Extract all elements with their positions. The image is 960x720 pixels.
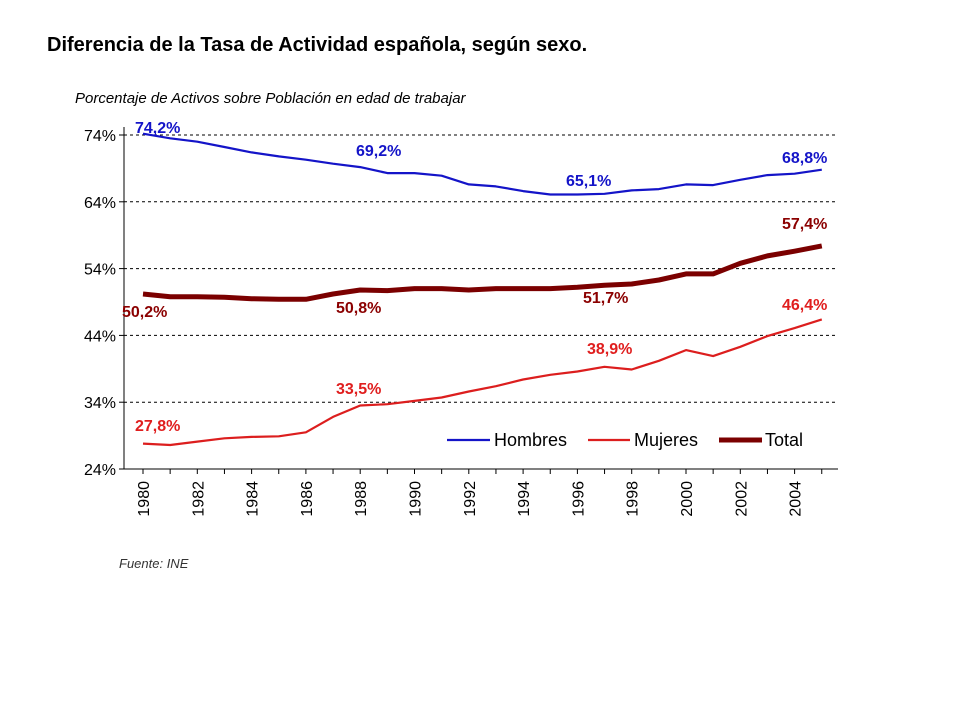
x-tick-label: 1984 — [245, 481, 262, 517]
x-tick-label: 1992 — [462, 481, 479, 517]
x-tick-label: 2000 — [679, 481, 696, 517]
y-tick-label: 44% — [84, 328, 116, 345]
data-label-total: 57,4% — [782, 216, 827, 233]
data-label-total: 50,8% — [336, 300, 381, 317]
series-line-mujeres — [142, 318, 823, 447]
chart-subtitle: Porcentaje de Activos sobre Población en… — [75, 90, 467, 107]
y-tick-label: 54% — [84, 262, 116, 279]
data-label-mujeres: 38,9% — [587, 341, 632, 358]
data-label-mujeres: 33,5% — [336, 381, 381, 398]
data-label-total: 50,2% — [122, 304, 167, 321]
data-label-hombres: 69,2% — [356, 143, 401, 160]
data-label-mujeres: 27,8% — [135, 418, 180, 435]
page-title: Diferencia de la Tasa de Actividad españ… — [47, 34, 588, 56]
legend-label-mujeres: Mujeres — [634, 430, 698, 450]
data-label-mujeres: 46,4% — [782, 297, 827, 314]
y-tick-label: 34% — [84, 395, 116, 412]
x-tick-label: 1998 — [625, 481, 642, 517]
x-tick-label: 1982 — [190, 481, 207, 517]
x-tick-label: 1996 — [570, 481, 587, 517]
x-tick-label: 1990 — [408, 481, 425, 517]
x-tick-label: 2004 — [788, 481, 805, 517]
y-tick-label: 24% — [84, 462, 116, 479]
data-label-hombres: 68,8% — [782, 150, 827, 167]
y-tick-label: 64% — [84, 195, 116, 212]
x-tick-label: 1986 — [299, 481, 316, 517]
source-note: Fuente: INE — [119, 556, 189, 571]
x-tick-label: 1988 — [353, 481, 370, 517]
legend-label-total: Total — [765, 430, 803, 450]
y-tick-label: 74% — [84, 128, 116, 145]
axes: 24% 34% 44% 54% 64% 74% 1980 1982 1984 1986 1988 19… — [84, 127, 838, 517]
legend-label-hombres: Hombres — [494, 430, 567, 450]
series-line-hombres — [142, 132, 822, 196]
data-label-total: 51,7% — [583, 290, 628, 307]
x-tick-label: 2002 — [733, 481, 750, 517]
data-label-hombres: 65,1% — [566, 173, 611, 190]
gridlines — [124, 134, 838, 403]
data-label-hombres: 74,2% — [135, 120, 180, 137]
x-tick-label: 1980 — [136, 481, 153, 517]
legend: Hombres Mujeres Total — [447, 430, 803, 450]
series-line-total — [142, 243, 823, 302]
data-labels: 74,2% 69,2% 65,1% 68,8% 50,2% 50,8% 51,7% 57,4%… — [122, 120, 827, 435]
series-lines — [142, 132, 823, 447]
x-tick-label: 1994 — [516, 481, 533, 517]
